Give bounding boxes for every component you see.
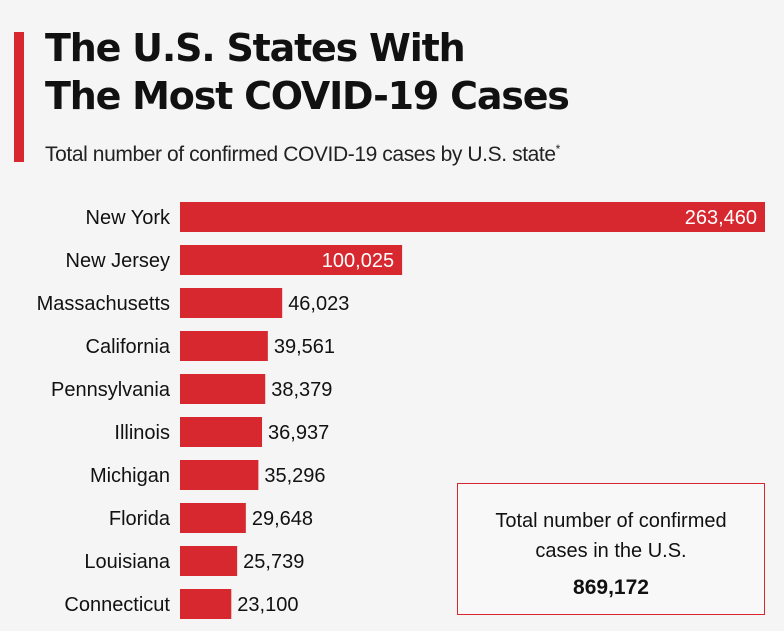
chart-title-line2: The Most COVID-19 Cases bbox=[45, 74, 570, 118]
category-label-massachusetts: Massachusetts bbox=[37, 293, 170, 315]
total-cases-label: Total number of confirmed cases in the U… bbox=[495, 510, 727, 562]
bar-pennsylvania bbox=[180, 374, 266, 404]
total-cases-box: Total number of confirmed cases in the U… bbox=[457, 483, 765, 615]
bar-florida bbox=[180, 503, 246, 533]
bar-michigan bbox=[180, 460, 259, 490]
total-cases-value: 869,172 bbox=[573, 576, 649, 599]
category-label-louisiana: Louisiana bbox=[84, 551, 171, 573]
category-label-connecticut: Connecticut bbox=[64, 594, 170, 616]
value-label-connecticut: 23,100 bbox=[237, 594, 298, 616]
title-accent-bar bbox=[14, 32, 24, 162]
bar-connecticut bbox=[180, 589, 232, 619]
value-label-michigan: 35,296 bbox=[264, 465, 325, 487]
category-label-florida: Florida bbox=[109, 508, 171, 530]
chart-title: The U.S. States With The Most COVID-19 C… bbox=[45, 24, 745, 120]
value-label-california: 39,561 bbox=[274, 336, 335, 358]
value-label-illinois: 36,937 bbox=[268, 422, 329, 444]
category-label-pennsylvania: Pennsylvania bbox=[51, 379, 171, 401]
chart-subtitle-text: Total number of confirmed COVID-19 cases… bbox=[45, 143, 556, 166]
bar-new-york bbox=[180, 202, 765, 232]
chart-title-line1: The U.S. States With bbox=[45, 26, 466, 70]
bar-massachusetts bbox=[180, 288, 283, 318]
chart-subtitle: Total number of confirmed COVID-19 cases… bbox=[45, 142, 560, 167]
bar-california bbox=[180, 331, 268, 361]
value-label-pennsylvania: 38,379 bbox=[271, 379, 332, 401]
category-label-new-york: New York bbox=[86, 207, 171, 229]
value-label-massachusetts: 46,023 bbox=[288, 293, 349, 315]
value-label-new-jersey: 100,025 bbox=[322, 250, 394, 272]
bar-louisiana bbox=[180, 546, 238, 576]
value-label-louisiana: 25,739 bbox=[243, 551, 304, 573]
subtitle-footnote-mark: * bbox=[555, 142, 561, 156]
bar-illinois bbox=[180, 417, 263, 447]
category-label-california: California bbox=[86, 336, 171, 358]
value-label-florida: 29,648 bbox=[252, 508, 313, 530]
category-label-new-jersey: New Jersey bbox=[66, 250, 170, 272]
category-label-illinois: Illinois bbox=[114, 422, 170, 444]
value-label-new-york: 263,460 bbox=[685, 207, 757, 229]
bar-new-jersey bbox=[180, 245, 403, 275]
category-label-michigan: Michigan bbox=[90, 465, 170, 487]
